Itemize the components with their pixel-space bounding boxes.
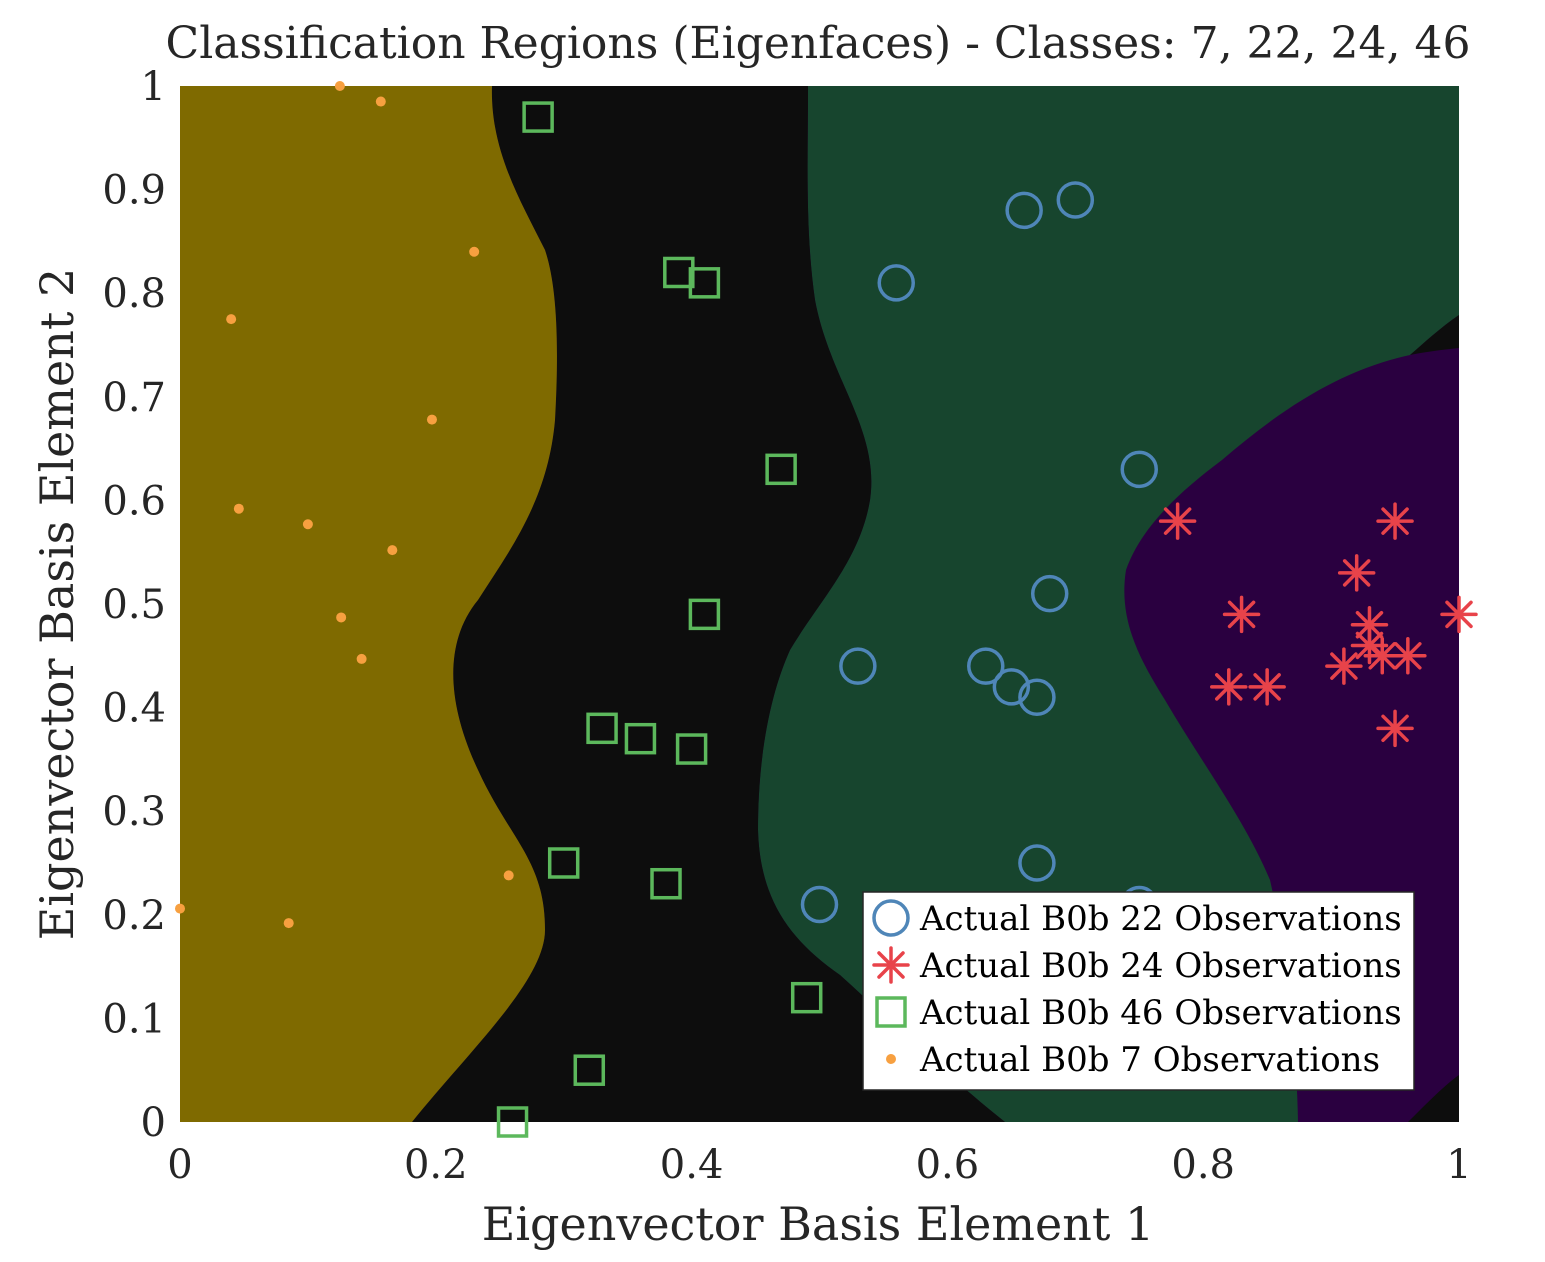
- data-point-square-6: [624, 722, 657, 755]
- data-point-asterisk-1: [1376, 502, 1414, 540]
- series-square: [496, 101, 823, 1138]
- legend-item: Actual B0b 22 Observations: [872, 899, 1402, 939]
- x-tick-label: 0.2: [404, 1142, 468, 1188]
- data-point-asterisk-0: [1158, 502, 1197, 540]
- legend-item: Actual B0b 24 Observations: [872, 946, 1402, 986]
- data-point-dot-9: [356, 653, 367, 664]
- data-point-circle-1: [1056, 181, 1095, 219]
- y-tick-label: 0.3: [102, 789, 166, 835]
- data-point-asterisk-10: [1210, 668, 1248, 706]
- data-point-square-8: [547, 847, 580, 879]
- data-point-dot-7: [387, 545, 398, 556]
- legend-marker-asterisk: [872, 946, 910, 984]
- legend-items: Actual B0b 22 Observations Actual B0b 24 …: [872, 899, 1402, 1080]
- x-tick-label: 0.8: [1171, 1142, 1235, 1188]
- data-point-dot-8: [336, 612, 347, 623]
- x-tick-label: 0.6: [916, 1142, 980, 1188]
- x-axis-label: Eigenvector Basis Element 1: [482, 1197, 1154, 1251]
- data-point-square-3: [765, 453, 797, 486]
- y-tick-label: 0.1: [102, 996, 166, 1042]
- region-class-7: [180, 86, 557, 1122]
- markers: [175, 81, 1478, 1138]
- data-point-asterisk-9: [1389, 637, 1427, 675]
- data-point-dot-6: [302, 519, 313, 530]
- x-tick-label: 1: [1446, 1142, 1471, 1188]
- legend-label: Actual B0b 22 Observations: [919, 899, 1402, 939]
- data-point-dot-5: [233, 503, 244, 514]
- y-tick-label: 0.7: [102, 375, 166, 421]
- data-point-square-12: [496, 1106, 529, 1138]
- legend-item: Actual B0b 7 Observations: [886, 1040, 1380, 1080]
- y-tick-label: 0.2: [102, 893, 166, 939]
- data-point-circle-5: [839, 647, 877, 685]
- y-tick-label: 0.6: [102, 478, 166, 524]
- data-point-dot-1: [375, 96, 386, 107]
- data-point-circle-6: [967, 647, 1005, 685]
- legend-marker-square: [875, 996, 907, 1028]
- y-tick-label: 0.8: [102, 271, 166, 317]
- y-tick-label: 1: [141, 64, 166, 110]
- data-point-circle-8: [1018, 678, 1056, 716]
- data-point-dot-4: [426, 414, 437, 425]
- legend-box: [862, 891, 1415, 1091]
- legend-marker-dot: [886, 1054, 896, 1064]
- region-class-22: [758, 86, 1459, 1122]
- data-point-asterisk-3: [1222, 595, 1261, 634]
- data-point-dot-11: [175, 903, 185, 914]
- chart-title: Classification Regions (Eigenfaces) - Cl…: [166, 18, 1471, 69]
- legend: Actual B0b 22 Observations Actual B0b 24 …: [862, 891, 1415, 1091]
- y-tick-label: 0.9: [102, 168, 166, 214]
- legend-marker-circle: [872, 899, 910, 937]
- y-axis-label: Eigenvector Basis Element 2: [30, 268, 84, 940]
- region-class-46-corner-top: [1410, 315, 1459, 355]
- data-point-asterisk-4: [1440, 595, 1478, 634]
- region-class-46: [412, 86, 1005, 1122]
- x-tick-label: 0: [167, 1142, 192, 1188]
- data-point-square-1: [663, 256, 695, 289]
- data-point-asterisk-2: [1337, 554, 1376, 592]
- data-point-square-2: [688, 267, 721, 299]
- y-tick-label: 0.4: [102, 686, 166, 732]
- data-point-square-5: [586, 712, 618, 745]
- data-point-square-7: [675, 733, 708, 765]
- legend-label: Actual B0b 46 Observations: [919, 993, 1402, 1033]
- data-point-circle-10: [800, 885, 839, 924]
- data-point-circle-4: [1030, 574, 1069, 613]
- data-point-asterisk-7: [1325, 647, 1363, 685]
- legend-label: Actual B0b 24 Observations: [919, 946, 1402, 986]
- data-point-asterisk-12: [1376, 709, 1414, 748]
- data-point-dot-0: [334, 81, 345, 91]
- legend-label: Actual B0b 7 Observations: [919, 1040, 1380, 1080]
- plot-area: [175, 81, 1478, 1138]
- data-point-square-9: [650, 867, 682, 900]
- region-class-46-corner-bottom: [1408, 1075, 1459, 1122]
- y-axis-ticks: 0 0.1 0.2 0.3 0.4 0.5 0.6 0.7 0.8 0.9 1: [102, 64, 166, 1146]
- series-dot: [175, 81, 514, 929]
- data-point-asterisk-8: [1363, 637, 1402, 675]
- x-tick-label: 0.4: [660, 1142, 724, 1188]
- series-asterisk: [1158, 502, 1478, 748]
- data-point-square-0: [522, 101, 554, 133]
- data-point-circle-2: [877, 264, 915, 302]
- legend-item: Actual B0b 46 Observations: [875, 993, 1402, 1033]
- data-point-circle-9: [1018, 844, 1056, 882]
- data-point-dot-12: [283, 918, 294, 929]
- data-point-circle-7: [992, 668, 1031, 706]
- data-point-circle-0: [1005, 191, 1043, 230]
- y-tick-label: 0.5: [102, 582, 166, 628]
- data-point-square-10: [790, 981, 823, 1014]
- data-point-asterisk-11: [1248, 668, 1286, 706]
- y-tick-label: 0: [141, 1100, 166, 1146]
- data-point-dot-2: [469, 246, 480, 257]
- data-point-square-4: [688, 598, 721, 631]
- x-axis-ticks: 0 0.2 0.4 0.6 0.8 1: [167, 1142, 1471, 1188]
- data-point-dot-3: [226, 314, 237, 325]
- data-point-square-11: [573, 1054, 606, 1086]
- data-point-dot-10: [503, 870, 514, 881]
- data-point-circle-3: [1120, 450, 1158, 489]
